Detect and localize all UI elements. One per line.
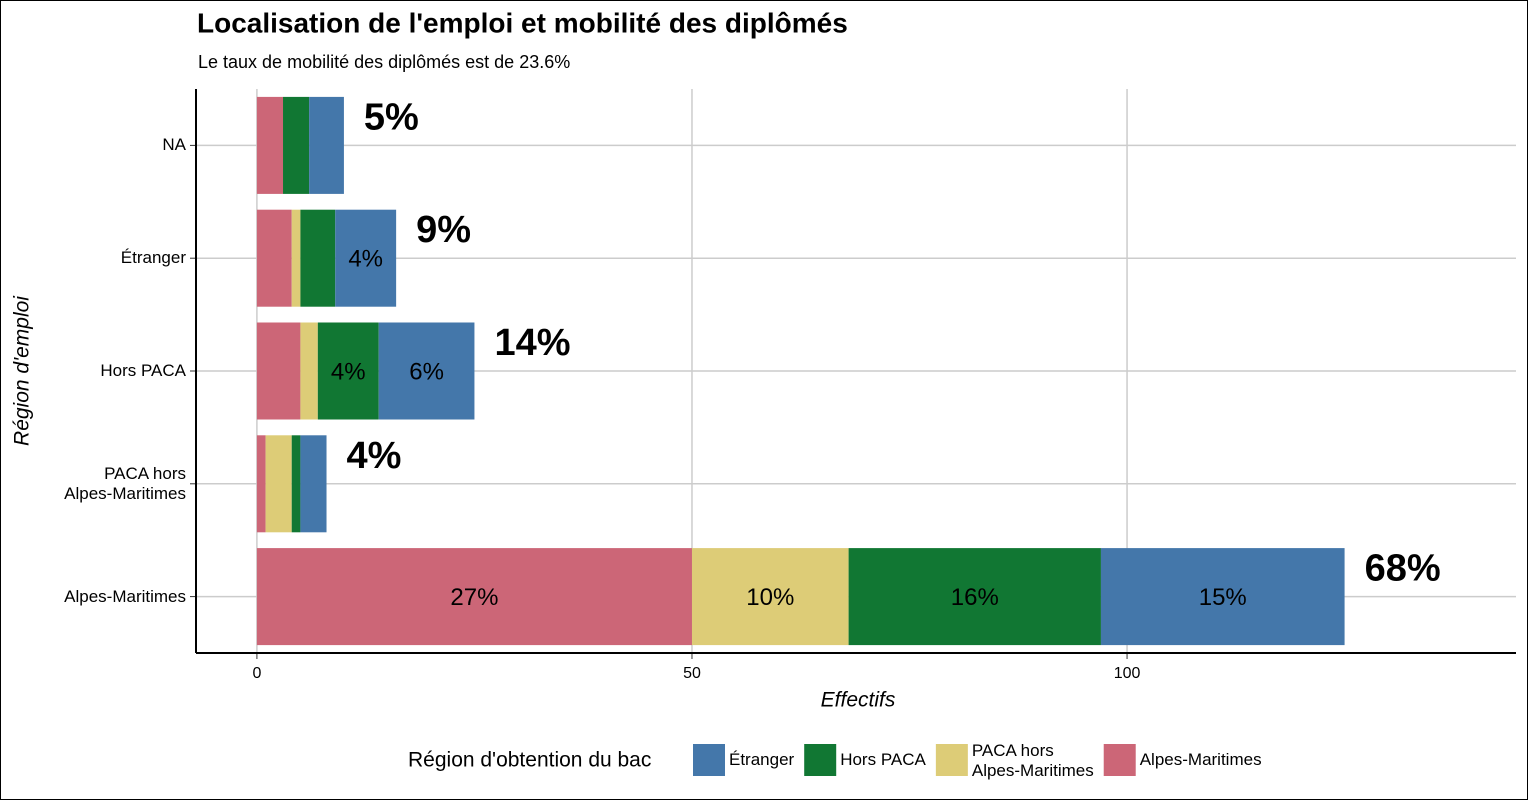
bar-segment xyxy=(291,209,301,307)
data-label: 16% xyxy=(951,584,999,611)
bar-segment xyxy=(291,435,301,533)
data-label: 10% xyxy=(746,584,794,611)
bar-segment xyxy=(256,548,692,646)
bar-segment xyxy=(265,435,292,533)
bar-segment xyxy=(317,322,379,420)
legend-key xyxy=(1103,744,1136,776)
bar-segment xyxy=(300,435,327,533)
y-tick-label: NA xyxy=(162,135,186,155)
y-tick-label: Alpes-Maritimes xyxy=(64,586,186,606)
x-tick-label: 50 xyxy=(683,665,701,682)
total-label: 5% xyxy=(364,96,419,138)
data-label: 15% xyxy=(1199,584,1247,611)
bar-segment xyxy=(283,96,310,194)
data-label: 27% xyxy=(450,584,498,611)
x-tick-label: 100 xyxy=(1114,665,1141,682)
total-label: 14% xyxy=(494,322,570,364)
total-label: 4% xyxy=(347,435,402,477)
bar-segment xyxy=(256,435,266,533)
bar-segment xyxy=(256,96,284,194)
chart-title: Localisation de l'emploi et mobilité des… xyxy=(197,7,848,38)
bar-segment xyxy=(378,322,475,420)
bar-segment xyxy=(256,209,292,307)
y-tick-label: Étranger xyxy=(120,248,186,268)
y-tick-label: PACA hors Alpes-Maritimes xyxy=(64,463,186,503)
y-tick-label: Hors PACA xyxy=(100,361,186,380)
total-label: 68% xyxy=(1365,548,1441,590)
legend-label: Alpes-Maritimes xyxy=(1139,750,1262,769)
bar-segment xyxy=(848,548,1101,646)
legend-label: Étranger xyxy=(729,750,795,769)
legend-title: Région d'obtention du bac xyxy=(408,749,651,772)
bar-segment xyxy=(691,548,849,646)
bar-segment xyxy=(300,209,336,307)
bar-segment xyxy=(335,209,397,307)
bar-segment xyxy=(300,322,318,420)
y-axis-title: Région d'emploi xyxy=(11,295,34,446)
bar-segment xyxy=(1100,548,1345,646)
legend-key xyxy=(693,744,725,776)
chart-subtitle: Le taux de mobilité des diplômés est de … xyxy=(198,52,570,72)
legend-key xyxy=(935,744,968,776)
x-axis-title: Effectifs xyxy=(821,689,896,712)
legend-label: Hors PACA xyxy=(840,750,926,769)
data-label: 6% xyxy=(409,358,444,385)
x-tick-label: 0 xyxy=(252,665,261,682)
total-label: 9% xyxy=(416,209,471,251)
data-label: 4% xyxy=(331,358,366,385)
legend-key xyxy=(804,744,837,776)
legend-label: PACA hors Alpes-Maritimes xyxy=(971,741,1094,780)
bar-segment xyxy=(309,96,344,194)
data-label: 4% xyxy=(348,246,383,273)
bar-segment xyxy=(256,322,301,420)
